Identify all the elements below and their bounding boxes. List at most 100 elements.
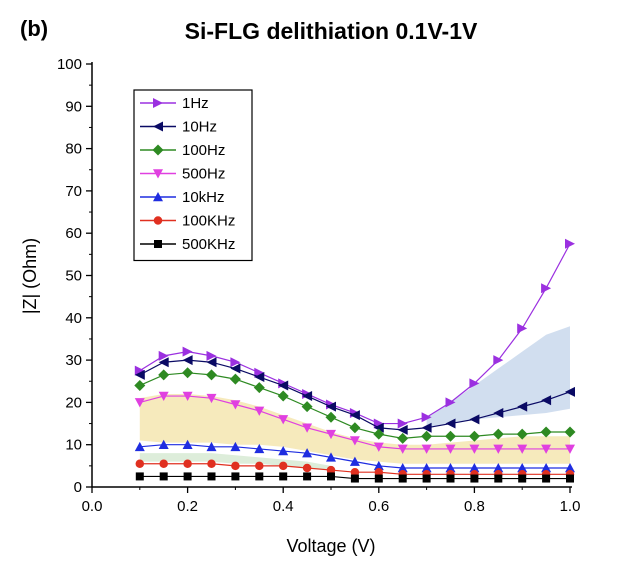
- x-axis-title: Voltage (V): [286, 536, 375, 556]
- data-point-10hz: [302, 391, 313, 402]
- data-point-10hz: [254, 372, 265, 383]
- data-point-500hz: [254, 406, 265, 416]
- data-point-500khz: [255, 472, 264, 481]
- data-point-100khz: [183, 459, 192, 468]
- data-point-500hz: [565, 444, 575, 454]
- data-point-500hz: [230, 400, 241, 410]
- panel-label: (b): [20, 16, 49, 41]
- legend-label: 1Hz: [182, 95, 209, 112]
- data-point-500hz: [278, 415, 289, 425]
- data-point-10khz: [373, 460, 384, 471]
- legend-marker: [153, 121, 163, 132]
- data-point-1hz: [565, 238, 575, 249]
- legend-marker: [154, 240, 162, 248]
- legend-box: [133, 89, 253, 262]
- data-point-10khz: [182, 439, 193, 449]
- legend-label: 500KHz: [182, 236, 235, 253]
- data-point-1hz: [254, 367, 265, 378]
- data-point-500hz: [326, 429, 336, 440]
- data-point-10khz: [493, 462, 504, 473]
- legend-item-500khz: 500KHz: [140, 236, 235, 253]
- data-point-100hz: [564, 426, 576, 438]
- data-point-10khz: [349, 456, 360, 466]
- data-point-1hz: [517, 323, 528, 334]
- legend-item-10hz: 10Hz: [140, 119, 217, 136]
- data-point-500khz: [518, 474, 527, 483]
- data-point-100hz: [492, 428, 504, 440]
- data-point-100khz: [231, 461, 240, 471]
- data-point-1hz: [469, 378, 480, 389]
- data-point-500khz: [135, 472, 144, 481]
- data-point-10hz: [445, 418, 456, 429]
- data-point-10khz: [326, 452, 336, 462]
- shaded-band-2: [139, 393, 571, 464]
- legend: 1Hz 10Hz 100Hz 500Hz 10kHz 100KHz 500KHz: [133, 89, 253, 262]
- series-100hz: [134, 367, 576, 444]
- legend-label: 10Hz: [182, 119, 217, 136]
- data-point-500hz: [134, 398, 145, 408]
- data-point-100hz: [253, 382, 265, 394]
- legend-item-100khz: 100KHz: [140, 213, 235, 230]
- y-tick-label: 60: [65, 225, 82, 242]
- data-point-1hz: [230, 357, 241, 368]
- data-point-10hz: [565, 386, 575, 397]
- data-point-10khz: [421, 462, 432, 473]
- x-tick-label: 0.4: [273, 498, 294, 515]
- legend-marker: [153, 216, 163, 225]
- data-point-500khz: [398, 474, 407, 483]
- data-point-10khz: [302, 448, 313, 458]
- data-point-10khz: [517, 462, 528, 473]
- data-point-500hz: [493, 444, 504, 454]
- legend-marker: [153, 192, 163, 202]
- legend-marker: [153, 169, 163, 179]
- x-tick-label: 0.2: [177, 498, 198, 515]
- data-point-500khz: [207, 472, 216, 481]
- data-point-500khz: [279, 472, 288, 481]
- data-point-10hz: [230, 363, 241, 374]
- data-point-10hz: [373, 422, 384, 433]
- y-axis-title: |Z| (Ohm): [20, 238, 40, 314]
- data-point-500khz: [542, 474, 551, 483]
- data-point-10khz: [397, 462, 408, 473]
- data-point-10khz: [541, 462, 552, 473]
- y-tick-label: 0: [74, 479, 82, 496]
- data-point-10hz: [469, 414, 480, 425]
- data-point-500khz: [422, 474, 431, 483]
- data-point-100hz: [277, 390, 289, 402]
- data-point-100khz: [326, 465, 336, 475]
- data-point-500hz: [445, 444, 456, 454]
- shaded-band-1: [426, 326, 570, 428]
- data-point-1hz: [445, 397, 456, 408]
- data-point-100hz: [540, 426, 552, 438]
- data-point-100hz: [421, 430, 433, 442]
- data-point-500khz: [446, 474, 455, 483]
- series-10hz: [134, 355, 575, 435]
- data-point-100hz: [468, 430, 480, 442]
- data-point-500khz: [327, 472, 335, 481]
- data-point-100khz: [278, 461, 288, 471]
- data-point-500hz: [517, 444, 528, 454]
- legend-item-1hz: 1Hz: [140, 95, 209, 112]
- y-tick-label: 100: [57, 56, 82, 73]
- data-point-100hz: [349, 422, 361, 434]
- data-point-100hz: [516, 428, 528, 440]
- data-point-100khz: [374, 467, 384, 477]
- data-point-500hz: [302, 423, 313, 433]
- legend-marker: [153, 98, 163, 108]
- data-point-1hz: [421, 412, 432, 423]
- data-point-1hz: [134, 365, 145, 376]
- chart-title: Si-FLG delithiation 0.1V-1V: [184, 18, 478, 44]
- data-point-500khz: [159, 472, 168, 481]
- data-point-500hz: [373, 442, 384, 452]
- data-point-10hz: [421, 422, 432, 433]
- data-point-100khz: [255, 461, 264, 471]
- data-point-500hz: [158, 391, 169, 402]
- legend-item-100hz: 100Hz: [140, 142, 225, 159]
- data-point-10hz: [349, 410, 360, 421]
- x-tick-label: 1.0: [560, 498, 581, 515]
- data-point-100hz: [373, 428, 385, 440]
- data-point-500khz: [231, 472, 240, 481]
- x-tick-label: 0.8: [464, 498, 485, 515]
- data-point-10hz: [158, 357, 169, 368]
- y-tick-label: 50: [65, 268, 82, 285]
